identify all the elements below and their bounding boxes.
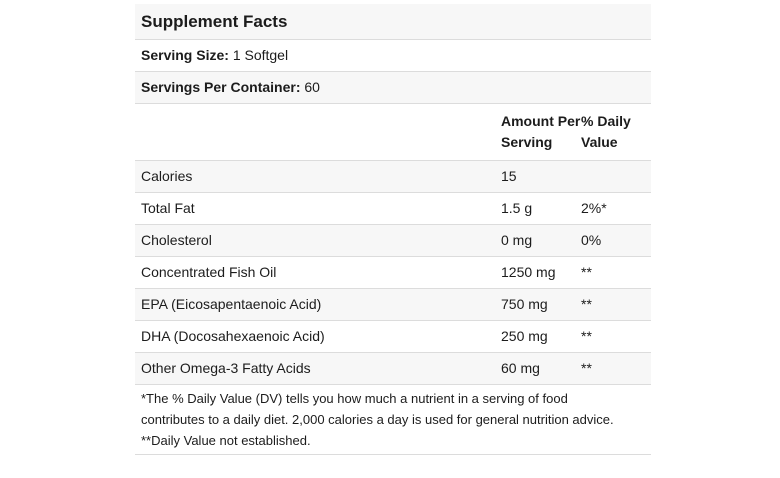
footnote-line: contributes to a daily diet. 2,000 calor… bbox=[141, 412, 614, 427]
table-row: Cholesterol 0 mg 0% bbox=[135, 225, 651, 257]
nutrient-name: Calories bbox=[141, 168, 193, 184]
serving-size-row: Serving Size: 1 Softgel bbox=[135, 40, 651, 72]
panel-title: Supplement Facts bbox=[135, 4, 651, 40]
nutrient-column-header bbox=[141, 111, 501, 153]
nutrient-name: DHA (Docosahexaenoic Acid) bbox=[141, 328, 325, 344]
nutrient-amount: 15 bbox=[501, 168, 517, 184]
nutrient-amount: 250 mg bbox=[501, 328, 548, 344]
nutrient-amount: 1250 mg bbox=[501, 264, 556, 280]
nutrient-amount: 750 mg bbox=[501, 296, 548, 312]
daily-value-column-header: % Daily Value bbox=[581, 113, 631, 150]
table-row: Other Omega-3 Fatty Acids 60 mg ** bbox=[135, 353, 651, 385]
supplement-facts-panel: Supplement Facts Serving Size: 1 Softgel… bbox=[135, 4, 651, 455]
nutrient-name: Cholesterol bbox=[141, 232, 212, 248]
nutrient-dv: ** bbox=[581, 328, 592, 344]
amount-column-header: Amount Per Serving bbox=[501, 113, 581, 150]
nutrient-name: Total Fat bbox=[141, 200, 195, 216]
footnote-line: *The % Daily Value (DV) tells you how mu… bbox=[141, 391, 568, 406]
nutrient-amount: 60 mg bbox=[501, 360, 540, 376]
table-row: Calories 15 bbox=[135, 161, 651, 193]
nutrient-dv: ** bbox=[581, 296, 592, 312]
servings-per-container-label: Servings Per Container: bbox=[141, 79, 301, 95]
column-header-row: Amount Per Serving % Daily Value bbox=[135, 104, 651, 161]
table-row: Total Fat 1.5 g 2%* bbox=[135, 193, 651, 225]
serving-size-label: Serving Size: bbox=[141, 47, 229, 63]
nutrient-amount: 0 mg bbox=[501, 232, 533, 248]
table-row: EPA (Eicosapentaenoic Acid) 750 mg ** bbox=[135, 289, 651, 321]
nutrient-dv: ** bbox=[581, 360, 592, 376]
table-row: DHA (Docosahexaenoic Acid) 250 mg ** bbox=[135, 321, 651, 353]
nutrient-rows: Calories 15 Total Fat 1.5 g 2%* Choleste… bbox=[135, 161, 651, 385]
serving-size-value: 1 Softgel bbox=[232, 47, 289, 63]
servings-per-container-row: Servings Per Container: 60 bbox=[135, 72, 651, 104]
nutrient-dv bbox=[581, 168, 645, 185]
nutrient-dv: 0% bbox=[581, 232, 602, 248]
nutrient-amount: 1.5 g bbox=[501, 200, 533, 216]
nutrient-name: Concentrated Fish Oil bbox=[141, 264, 277, 280]
nutrient-name: Other Omega-3 Fatty Acids bbox=[141, 360, 311, 376]
footnote-line: **Daily Value not established. bbox=[141, 433, 311, 448]
nutrient-dv: 2%* bbox=[581, 200, 607, 216]
footnote: *The % Daily Value (DV) tells you how mu… bbox=[135, 385, 651, 455]
nutrient-dv: ** bbox=[581, 264, 592, 280]
servings-per-container-value: 60 bbox=[304, 79, 320, 95]
nutrient-name: EPA (Eicosapentaenoic Acid) bbox=[141, 296, 322, 312]
table-row: Concentrated Fish Oil 1250 mg ** bbox=[135, 257, 651, 289]
